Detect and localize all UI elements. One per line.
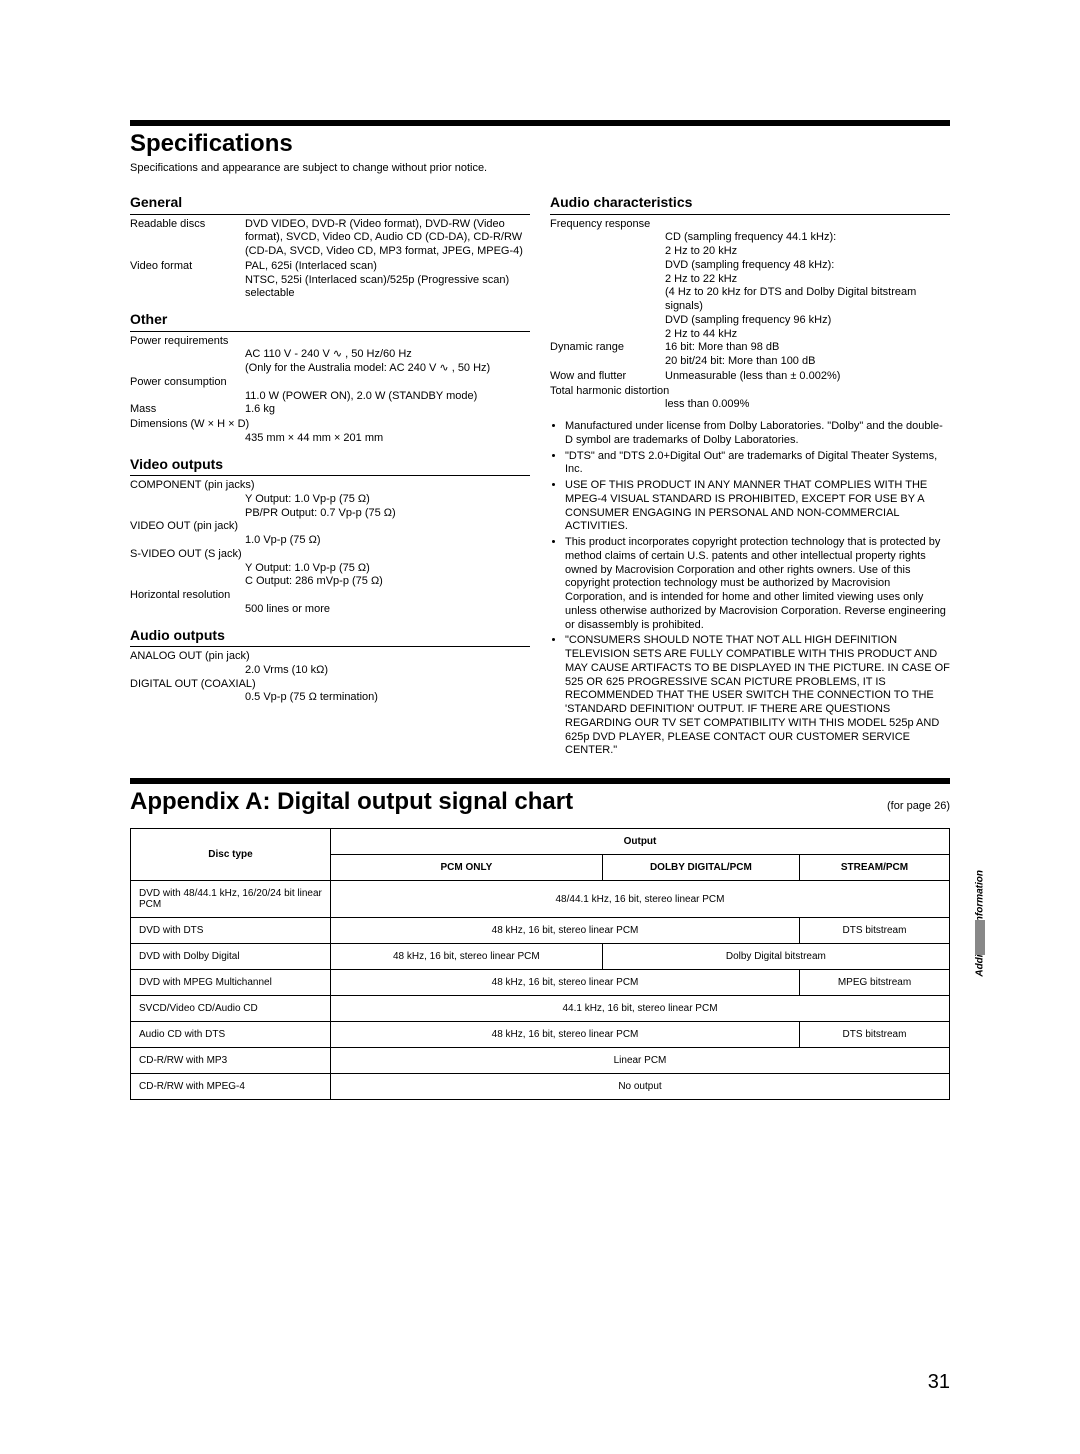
- notice-item: This product incorporates copyright prot…: [565, 536, 950, 632]
- analog-val: 2.0 Vrms (10 kΩ): [130, 664, 530, 678]
- video-outputs-heading: Video outputs: [130, 456, 530, 477]
- power-req-label: Power requirements: [130, 335, 530, 349]
- th-stream-pcm: STREAM/PCM: [800, 855, 950, 881]
- appendix-rule: [130, 778, 950, 784]
- power-cons-val: 11.0 W (POWER ON), 2.0 W (STANDBY mode): [130, 390, 530, 404]
- wow-row: Wow and flutter Unmeasurable (less than …: [550, 370, 950, 384]
- dynrange-label: Dynamic range: [550, 341, 665, 369]
- readable-discs-label: Readable discs: [130, 218, 245, 259]
- specifications-title: Specifications: [130, 130, 950, 158]
- dynrange-row: Dynamic range 16 bit: More than 98 dB 20…: [550, 341, 950, 369]
- cell-output: DTS bitstream: [800, 918, 950, 944]
- freq-label: Frequency response: [550, 218, 950, 232]
- audio-outputs-heading: Audio outputs: [130, 627, 530, 648]
- th-dolby-pcm: DOLBY DIGITAL/PCM: [602, 855, 799, 881]
- video-format-label: Video format: [130, 260, 245, 301]
- notices-list: Manufactured under license from Dolby La…: [550, 420, 950, 758]
- thd-val: less than 0.009%: [550, 398, 950, 412]
- mass-label: Mass: [130, 403, 245, 417]
- mass-val: 1.6 kg: [245, 403, 530, 417]
- video-format-val: PAL, 625i (Interlaced scan) NTSC, 525i (…: [245, 260, 530, 301]
- cell-output: 48 kHz, 16 bit, stereo linear PCM: [331, 918, 800, 944]
- col-right: Audio characteristics Frequency response…: [550, 184, 950, 760]
- table-row: DVD with Dolby Digital 48 kHz, 16 bit, s…: [131, 944, 950, 970]
- table-row: DVD with DTS 48 kHz, 16 bit, stereo line…: [131, 918, 950, 944]
- page-number: 31: [928, 1371, 950, 1394]
- other-heading: Other: [130, 311, 530, 332]
- th-pcm-only: PCM ONLY: [331, 855, 603, 881]
- table-row: Audio CD with DTS 48 kHz, 16 bit, stereo…: [131, 1022, 950, 1048]
- cell-output: No output: [331, 1074, 950, 1100]
- cell-output: 48/44.1 kHz, 16 bit, stereo linear PCM: [331, 881, 950, 918]
- cell-disc: SVCD/Video CD/Audio CD: [131, 996, 331, 1022]
- cell-output: Linear PCM: [331, 1048, 950, 1074]
- spec-columns: General Readable discs DVD VIDEO, DVD-R …: [130, 184, 950, 760]
- wow-val: Unmeasurable (less than ± 0.002%): [665, 370, 950, 384]
- appendix-title: Appendix A: Digital output signal chart: [130, 788, 573, 816]
- cell-output: 48 kHz, 16 bit, stereo linear PCM: [331, 944, 603, 970]
- side-tab: [975, 920, 985, 955]
- cell-disc: DVD with 48/44.1 kHz, 16/20/24 bit linea…: [131, 881, 331, 918]
- readable-discs-row: Readable discs DVD VIDEO, DVD-R (Video f…: [130, 218, 530, 259]
- mass-row: Mass 1.6 kg: [130, 403, 530, 417]
- svideo-label: S-VIDEO OUT (S jack): [130, 548, 530, 562]
- general-heading: General: [130, 194, 530, 215]
- thd-label: Total harmonic distortion: [550, 385, 950, 399]
- hres-val: 500 lines or more: [130, 603, 530, 617]
- digital-val: 0.5 Vp-p (75 Ω termination): [130, 691, 530, 705]
- cell-disc: DVD with MPEG Multichannel: [131, 970, 331, 996]
- power-cons-label: Power consumption: [130, 376, 530, 390]
- th-output: Output: [331, 829, 950, 855]
- videoout-val: 1.0 Vp-p (75 Ω): [130, 534, 530, 548]
- output-chart-table: Disc type Output PCM ONLY DOLBY DIGITAL/…: [130, 828, 950, 1100]
- cell-disc: Audio CD with DTS: [131, 1022, 331, 1048]
- digital-label: DIGITAL OUT (COAXIAL): [130, 678, 530, 692]
- component-label: COMPONENT (pin jacks): [130, 479, 530, 493]
- readable-discs-val: DVD VIDEO, DVD-R (Video format), DVD-RW …: [245, 218, 530, 259]
- video-format-row: Video format PAL, 625i (Interlaced scan)…: [130, 260, 530, 301]
- table-row: SVCD/Video CD/Audio CD 44.1 kHz, 16 bit,…: [131, 996, 950, 1022]
- cell-disc: DVD with DTS: [131, 918, 331, 944]
- cell-output: MPEG bitstream: [800, 970, 950, 996]
- appendix-table-wrap: Disc type Output PCM ONLY DOLBY DIGITAL/…: [130, 828, 950, 1100]
- cell-output: 48 kHz, 16 bit, stereo linear PCM: [331, 970, 800, 996]
- cell-output: 48 kHz, 16 bit, stereo linear PCM: [331, 1022, 800, 1048]
- freq-val: CD (sampling frequency 44.1 kHz): 2 Hz t…: [550, 231, 950, 341]
- cell-disc: CD-R/RW with MPEG-4: [131, 1074, 331, 1100]
- cell-output: 44.1 kHz, 16 bit, stereo linear PCM: [331, 996, 950, 1022]
- section-rule: [130, 120, 950, 126]
- table-row: CD-R/RW with MP3 Linear PCM: [131, 1048, 950, 1074]
- cell-output: Dolby Digital bitstream: [602, 944, 949, 970]
- notice-item: "CONSUMERS SHOULD NOTE THAT NOT ALL HIGH…: [565, 634, 950, 758]
- power-req-val: AC 110 V - 240 V ∿ , 50 Hz/60 Hz (Only f…: [130, 348, 530, 376]
- cell-disc: DVD with Dolby Digital: [131, 944, 331, 970]
- dynrange-val: 16 bit: More than 98 dB 20 bit/24 bit: M…: [665, 341, 950, 369]
- th-disc-type: Disc type: [131, 829, 331, 881]
- analog-label: ANALOG OUT (pin jack): [130, 650, 530, 664]
- notice-item: USE OF THIS PRODUCT IN ANY MANNER THAT C…: [565, 479, 950, 534]
- dim-label: Dimensions (W × H × D): [130, 418, 530, 432]
- dim-val: 435 mm × 44 mm × 201 mm: [130, 432, 530, 446]
- spec-intro: Specifications and appearance are subjec…: [130, 162, 950, 174]
- col-left: General Readable discs DVD VIDEO, DVD-R …: [130, 184, 530, 760]
- videoout-label: VIDEO OUT (pin jack): [130, 520, 530, 534]
- for-page-ref: (for page 26): [887, 800, 950, 812]
- table-row: CD-R/RW with MPEG-4 No output: [131, 1074, 950, 1100]
- notice-item: Manufactured under license from Dolby La…: [565, 420, 950, 448]
- notice-item: "DTS" and "DTS 2.0+Digital Out" are trad…: [565, 450, 950, 478]
- appendix-title-row: Appendix A: Digital output signal chart …: [130, 788, 950, 820]
- wow-label: Wow and flutter: [550, 370, 665, 384]
- table-header-row-1: Disc type Output: [131, 829, 950, 855]
- hres-label: Horizontal resolution: [130, 589, 530, 603]
- table-row: DVD with MPEG Multichannel 48 kHz, 16 bi…: [131, 970, 950, 996]
- svideo-val: Y Output: 1.0 Vp-p (75 Ω) C Output: 286 …: [130, 562, 530, 590]
- component-val: Y Output: 1.0 Vp-p (75 Ω) PB/PR Output: …: [130, 493, 530, 521]
- audio-char-heading: Audio characteristics: [550, 194, 950, 215]
- table-row: DVD with 48/44.1 kHz, 16/20/24 bit linea…: [131, 881, 950, 918]
- cell-output: DTS bitstream: [800, 1022, 950, 1048]
- cell-disc: CD-R/RW with MP3: [131, 1048, 331, 1074]
